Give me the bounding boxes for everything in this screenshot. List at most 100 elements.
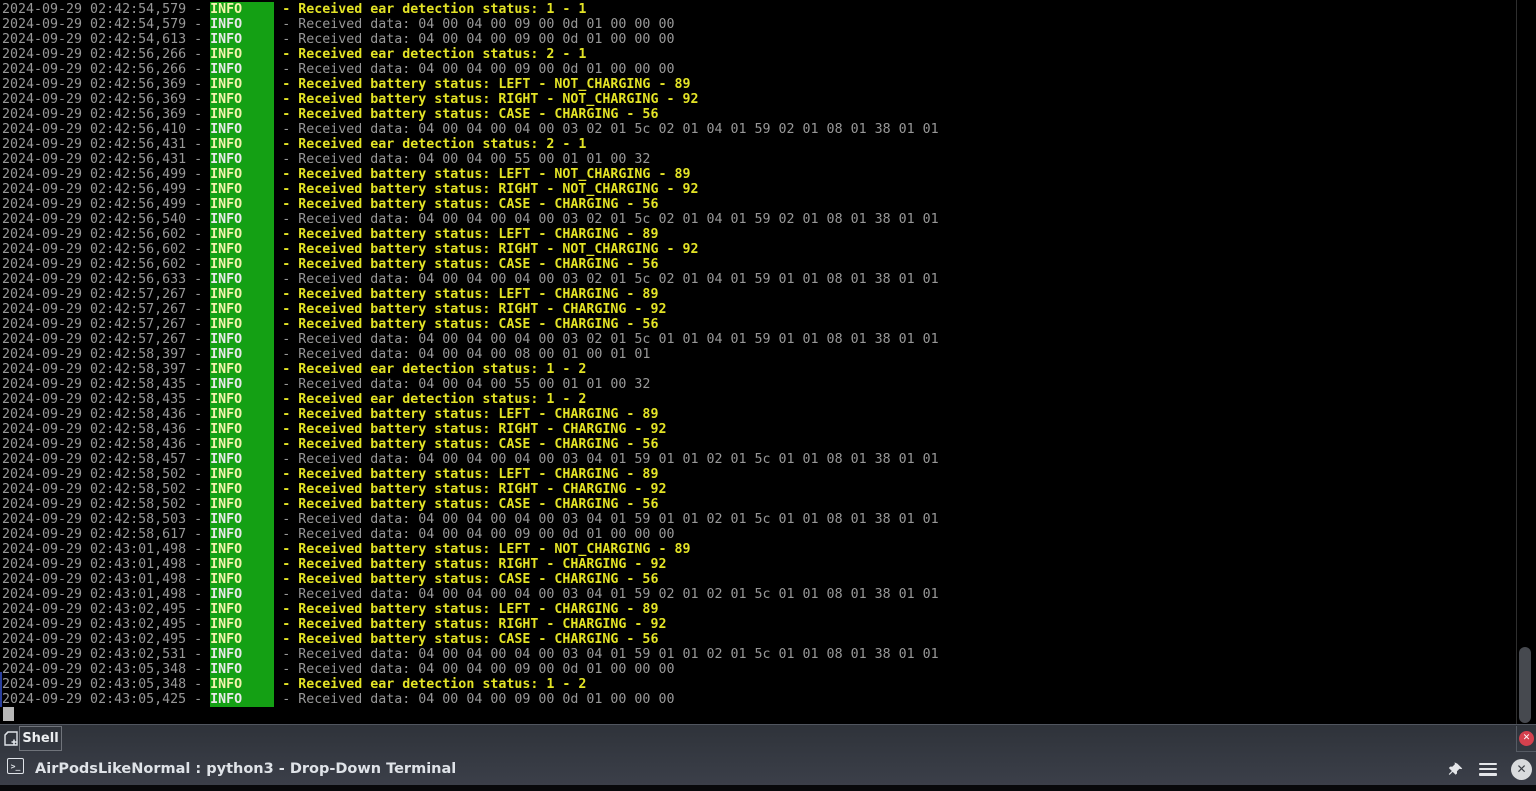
log-level-badge: INFO — [210, 257, 275, 272]
log-line: 2024-09-29 02:42:54,613 - INFO - Receive… — [2, 32, 939, 47]
log-message: - Received data: 04 00 04 00 09 00 0d 01… — [274, 527, 675, 542]
log-timestamp: 2024-09-29 02:42:56,431 - — [2, 152, 211, 167]
log-timestamp: 2024-09-29 02:42:56,369 - — [2, 107, 211, 122]
log-level-badge: INFO — [210, 542, 275, 557]
tab-shell[interactable]: Shell — [19, 726, 62, 751]
log-level-badge: INFO — [210, 17, 275, 32]
log-message: - Received data: 04 00 04 00 09 00 0d 01… — [274, 62, 675, 77]
log-level-badge: INFO — [210, 587, 275, 602]
log-level-badge: INFO — [210, 497, 275, 512]
log-timestamp: 2024-09-29 02:42:56,499 - — [2, 197, 211, 212]
log-line: 2024-09-29 02:42:56,266 - INFO - Receive… — [2, 62, 939, 77]
close-terminal-button[interactable]: ✕ — [1511, 758, 1532, 780]
log-line: 2024-09-29 02:43:01,498 - INFO - Receive… — [2, 587, 939, 602]
log-level-badge: INFO — [210, 647, 275, 662]
log-line: 2024-09-29 02:43:02,495 - INFO - Receive… — [2, 632, 939, 647]
log-timestamp: 2024-09-29 02:42:54,613 - — [2, 32, 211, 47]
log-message: - Received battery status: RIGHT - CHARG… — [274, 422, 667, 437]
log-line: 2024-09-29 02:42:58,436 - INFO - Receive… — [2, 407, 939, 422]
scrollbar-thumb[interactable] — [1519, 647, 1531, 723]
close-icon: ✕ — [1516, 762, 1527, 776]
log-message: - Received data: 04 00 04 00 55 00 01 01… — [274, 377, 651, 392]
log-message: - Received battery status: RIGHT - CHARG… — [274, 557, 667, 572]
log-timestamp: 2024-09-29 02:42:58,435 - — [2, 377, 211, 392]
log-level-badge: INFO — [210, 572, 275, 587]
log-message: - Received data: 04 00 04 00 04 00 03 02… — [274, 212, 939, 227]
log-timestamp: 2024-09-29 02:43:05,348 - — [2, 662, 211, 677]
log-line: 2024-09-29 02:42:58,502 - INFO - Receive… — [2, 482, 939, 497]
log-line: 2024-09-29 02:42:58,502 - INFO - Receive… — [2, 467, 939, 482]
log-level-badge: INFO — [210, 227, 275, 242]
log-level-badge: INFO — [210, 377, 275, 392]
log-level-badge: INFO — [210, 662, 275, 677]
log-level-badge: INFO — [210, 557, 275, 572]
log-timestamp: 2024-09-29 02:42:56,602 - — [2, 257, 211, 272]
log-timestamp: 2024-09-29 02:42:58,502 - — [2, 497, 211, 512]
new-tab-icon — [4, 731, 18, 746]
log-message: - Received battery status: LEFT - NOT_CH… — [274, 77, 691, 92]
log-level-badge: INFO — [210, 272, 275, 287]
log-level-badge: INFO — [210, 137, 275, 152]
log-level-badge: INFO — [210, 617, 275, 632]
log-message: - Received battery status: CASE - CHARGI… — [274, 197, 659, 212]
log-timestamp: 2024-09-29 02:43:02,495 - — [2, 617, 211, 632]
log-timestamp: 2024-09-29 02:42:58,457 - — [2, 452, 211, 467]
log-message: - Received data: 04 00 04 00 04 00 03 02… — [274, 272, 939, 287]
log-timestamp: 2024-09-29 02:43:01,498 - — [2, 572, 211, 587]
log-level-badge: INFO — [210, 452, 275, 467]
log-line: 2024-09-29 02:42:58,436 - INFO - Receive… — [2, 437, 939, 452]
log-level-badge: INFO — [210, 152, 275, 167]
log-timestamp: 2024-09-29 02:42:58,397 - — [2, 347, 211, 362]
tab-bar: Shell ✕ — [0, 725, 1536, 752]
log-line: 2024-09-29 02:43:01,498 - INFO - Receive… — [2, 557, 939, 572]
log-message: - Received battery status: LEFT - CHARGI… — [274, 287, 659, 302]
log-message: - Received battery status: LEFT - NOT_CH… — [274, 542, 691, 557]
log-message: - Received battery status: CASE - CHARGI… — [274, 317, 659, 332]
log-line: 2024-09-29 02:43:02,495 - INFO - Receive… — [2, 602, 939, 617]
log-timestamp: 2024-09-29 02:42:56,499 - — [2, 167, 211, 182]
log-line: 2024-09-29 02:42:56,602 - INFO - Receive… — [2, 257, 939, 272]
log-line: 2024-09-29 02:43:05,425 - INFO - Receive… — [2, 692, 939, 707]
log-timestamp: 2024-09-29 02:42:58,617 - — [2, 527, 211, 542]
log-line: 2024-09-29 02:42:58,397 - INFO - Receive… — [2, 347, 939, 362]
log-level-badge: INFO — [210, 422, 275, 437]
log-line: 2024-09-29 02:42:56,602 - INFO - Receive… — [2, 242, 939, 257]
hamburger-menu-icon[interactable] — [1479, 762, 1497, 776]
log-message: - Received battery status: LEFT - NOT_CH… — [274, 167, 691, 182]
new-tab-button[interactable] — [3, 730, 21, 748]
log-line: 2024-09-29 02:42:58,617 - INFO - Receive… — [2, 527, 939, 542]
log-line: 2024-09-29 02:43:01,498 - INFO - Receive… — [2, 542, 939, 557]
log-line: 2024-09-29 02:43:05,348 - INFO - Receive… — [2, 662, 939, 677]
log-timestamp: 2024-09-29 02:42:57,267 - — [2, 287, 211, 302]
log-level-badge: INFO — [210, 182, 275, 197]
log-level-badge: INFO — [210, 62, 275, 77]
log-message: - Received data: 04 00 04 00 04 00 03 04… — [274, 452, 939, 467]
log-timestamp: 2024-09-29 02:43:05,425 - — [2, 692, 211, 707]
log-line: 2024-09-29 02:42:56,499 - INFO - Receive… — [2, 167, 939, 182]
log-level-badge: INFO — [210, 392, 275, 407]
log-message: - Received ear detection status: 2 - 1 — [274, 47, 587, 62]
log-level-badge: INFO — [210, 287, 275, 302]
log-timestamp: 2024-09-29 02:42:56,431 - — [2, 137, 211, 152]
log-timestamp: 2024-09-29 02:42:56,369 - — [2, 92, 211, 107]
log-line: 2024-09-29 02:42:56,431 - INFO - Receive… — [2, 152, 939, 167]
close-tab-button[interactable]: ✕ — [1519, 731, 1534, 746]
log-level-badge: INFO — [210, 512, 275, 527]
pin-icon[interactable] — [1447, 760, 1465, 778]
log-line: 2024-09-29 02:42:56,369 - INFO - Receive… — [2, 107, 939, 122]
terminal-screen[interactable]: 2024-09-29 02:42:54,579 - INFO - Receive… — [0, 0, 1536, 725]
log-line: 2024-09-29 02:42:56,266 - INFO - Receive… — [2, 47, 939, 62]
log-line: 2024-09-29 02:42:58,435 - INFO - Receive… — [2, 377, 939, 392]
log-level-badge: INFO — [210, 407, 275, 422]
tab-shell-label: Shell — [22, 731, 59, 746]
scrollbar-track-divider — [1516, 0, 1517, 725]
log-line: 2024-09-29 02:42:54,579 - INFO - Receive… — [2, 2, 939, 17]
log-timestamp: 2024-09-29 02:42:56,540 - — [2, 212, 211, 227]
log-message: - Received ear detection status: 1 - 2 — [274, 677, 587, 692]
log-line: 2024-09-29 02:42:57,267 - INFO - Receive… — [2, 287, 939, 302]
log-level-badge: INFO — [210, 332, 275, 347]
log-timestamp: 2024-09-29 02:43:01,498 - — [2, 542, 211, 557]
log-message: - Received battery status: LEFT - CHARGI… — [274, 467, 659, 482]
log-message: - Received data: 04 00 04 00 09 00 0d 01… — [274, 662, 675, 677]
log-message: - Received battery status: LEFT - CHARGI… — [274, 227, 659, 242]
